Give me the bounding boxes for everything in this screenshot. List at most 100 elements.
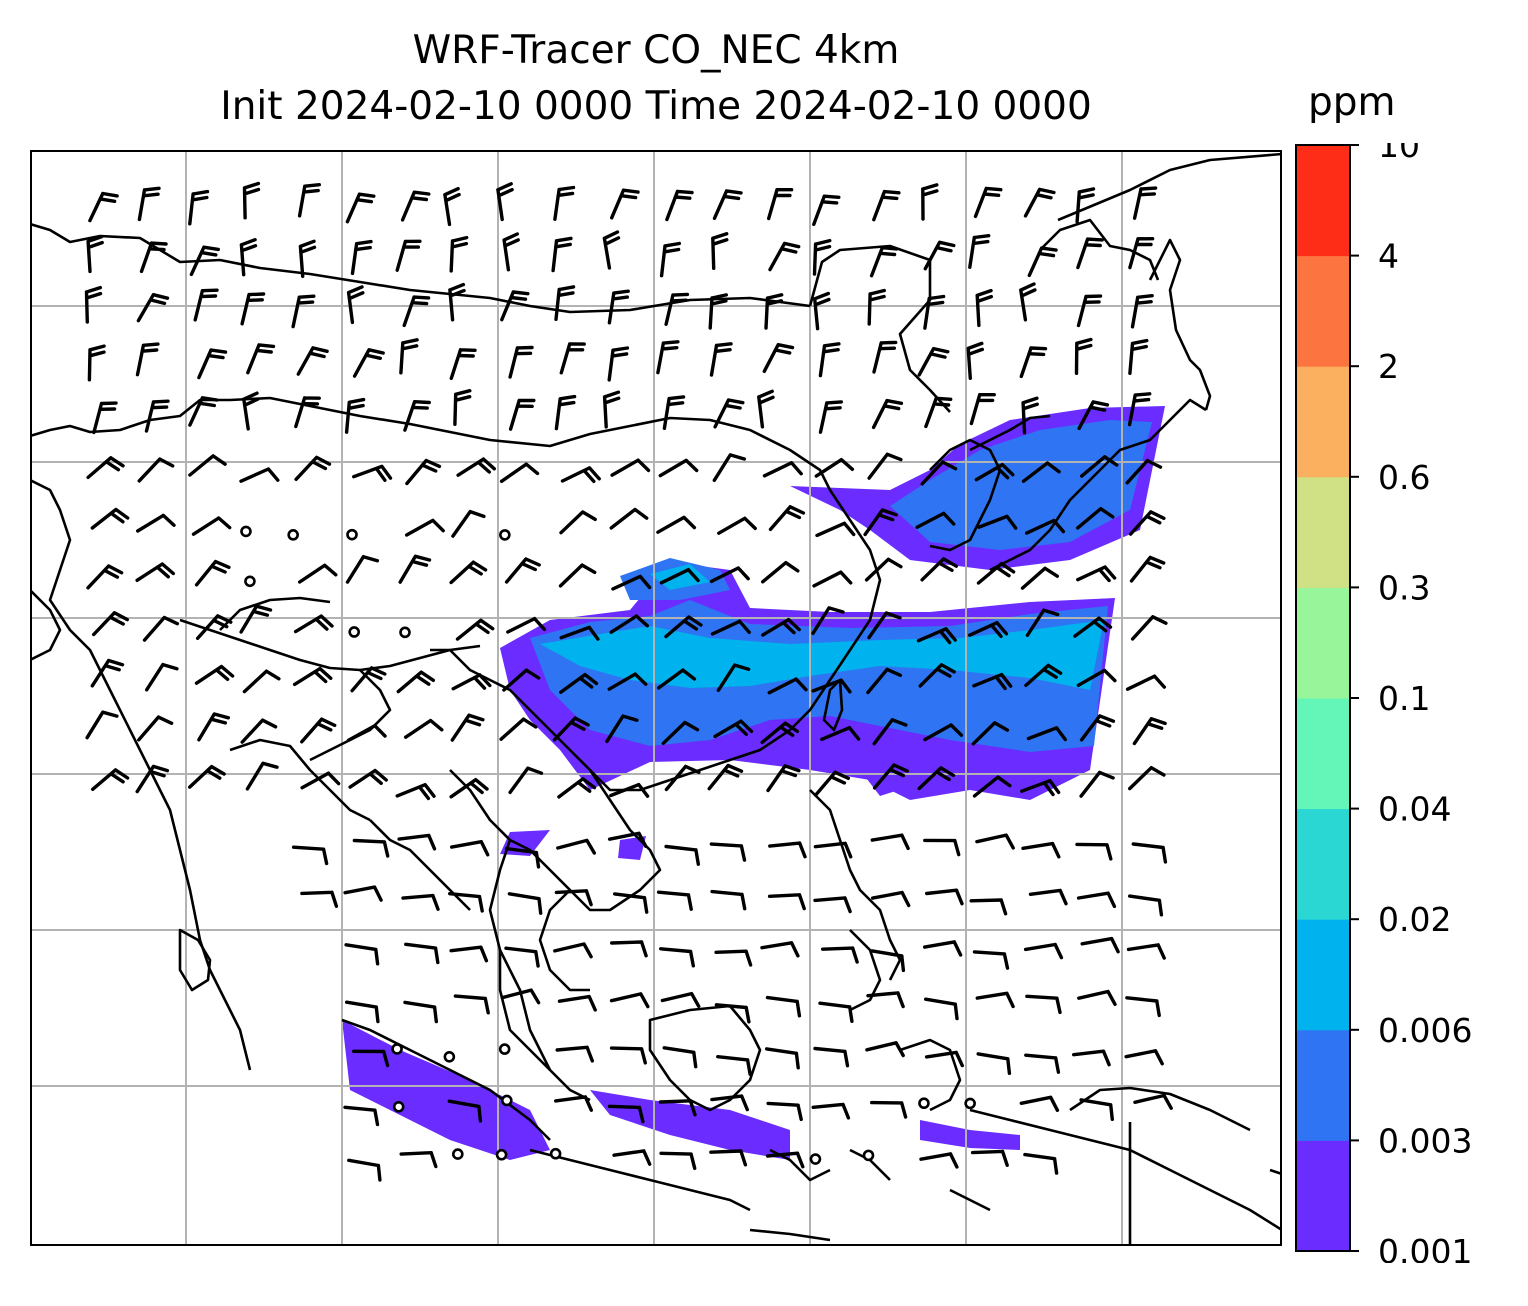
wind-barb — [1128, 766, 1166, 791]
coastline-segment — [229, 396, 832, 491]
wind-barb — [662, 395, 686, 430]
wind-barb — [866, 667, 903, 695]
wind-barb — [135, 342, 160, 377]
wind-barb — [813, 770, 850, 797]
wind-barb — [609, 1046, 647, 1065]
wind-barb — [872, 718, 908, 746]
colorbar-box — [1296, 476, 1350, 588]
wind-barb — [395, 239, 422, 272]
wind-barb — [558, 563, 597, 588]
wind-barb — [240, 718, 278, 744]
wind-barb — [559, 625, 600, 641]
wind-barb — [85, 710, 119, 740]
wind-barb — [87, 344, 106, 382]
wind-barb — [1075, 187, 1096, 224]
wind-barb — [659, 241, 681, 278]
wind-barb — [447, 1099, 483, 1123]
wind-barb — [660, 991, 701, 1008]
wind-barb — [1127, 392, 1152, 427]
wind-barb — [1073, 616, 1113, 638]
wind-barb — [346, 285, 365, 325]
wind-barb — [814, 458, 855, 478]
calm-wind-marker — [443, 1051, 456, 1063]
wind-barb — [1025, 994, 1062, 1015]
wind-barb — [403, 1000, 438, 1024]
wind-barb — [1020, 779, 1061, 797]
wind-barb — [1021, 396, 1039, 435]
wind-barb — [656, 515, 697, 534]
map-gridlines — [30, 150, 1282, 1246]
coastline-segment — [749, 1228, 831, 1242]
wind-barb — [871, 398, 904, 430]
wind-barb — [711, 232, 729, 270]
wind-barb — [764, 293, 784, 330]
wind-barb — [761, 617, 801, 637]
calm-wind-marker — [809, 1153, 822, 1165]
wind-barb — [766, 1101, 803, 1122]
wind-barb — [717, 516, 757, 535]
tracer-region — [618, 836, 646, 860]
wind-barb — [864, 557, 903, 582]
calm-wind-marker — [964, 1097, 976, 1110]
wind-barb — [919, 1152, 959, 1169]
wind-barb — [1023, 942, 1064, 960]
coastline-segment — [179, 618, 481, 672]
wind-barb — [239, 604, 273, 634]
wind-barb — [610, 458, 651, 477]
coastline-segment — [498, 950, 591, 1102]
wind-barb — [1024, 1053, 1061, 1074]
wind-barb — [760, 941, 800, 958]
wind-barb — [658, 1099, 697, 1117]
colorbar-box — [1296, 1140, 1350, 1252]
wind-barb — [451, 673, 492, 691]
wind-barb — [348, 768, 388, 789]
colorbar-box — [1296, 808, 1350, 920]
wind-barb — [768, 841, 807, 859]
wind-barb — [1129, 555, 1166, 583]
wind-barb — [352, 348, 385, 378]
wind-barb — [496, 182, 514, 222]
wind-barb — [609, 782, 650, 798]
calm-wind-marker — [495, 1148, 508, 1161]
wind-barb — [139, 241, 168, 274]
wind-barb — [870, 833, 910, 851]
wind-barb — [607, 672, 648, 691]
calm-wind-marker — [499, 529, 511, 541]
wind-barb — [294, 455, 332, 481]
wind-barb — [448, 282, 466, 322]
wind-barb — [405, 518, 445, 537]
wind-barb — [767, 677, 808, 695]
wind-barb — [871, 890, 911, 908]
wind-barb — [557, 994, 597, 1012]
wind-barb — [90, 507, 130, 530]
wind-barb — [609, 992, 650, 1009]
wind-barb — [560, 466, 601, 484]
coastline-segment — [929, 438, 1002, 552]
wind-barb — [554, 889, 593, 907]
wind-barb — [399, 338, 419, 375]
wind-barb — [400, 190, 431, 222]
wind-barb — [867, 452, 903, 480]
wind-barb — [88, 191, 119, 223]
wind-barb — [610, 188, 640, 220]
wind-barb — [658, 458, 699, 478]
wind-barb — [1026, 726, 1067, 742]
wind-barb — [448, 892, 484, 913]
wind-barb — [813, 841, 853, 859]
coastline-segment — [430, 648, 671, 792]
wind-barb — [813, 291, 831, 331]
wind-barb — [872, 340, 898, 374]
wind-barb — [970, 1149, 1009, 1167]
wind-barb — [449, 348, 477, 381]
coastline-segment — [30, 589, 62, 662]
wind-barb — [144, 399, 170, 433]
wind-barb — [968, 234, 991, 269]
colorbar-tick-label: 0.6 — [1378, 458, 1430, 497]
wind-barb — [918, 663, 956, 688]
wind-barb — [611, 574, 652, 591]
wind-barb — [1133, 1093, 1173, 1110]
colorbar-tick-label: 10 — [1378, 143, 1420, 165]
wind-barb — [402, 295, 431, 328]
wind-barb — [197, 348, 228, 380]
